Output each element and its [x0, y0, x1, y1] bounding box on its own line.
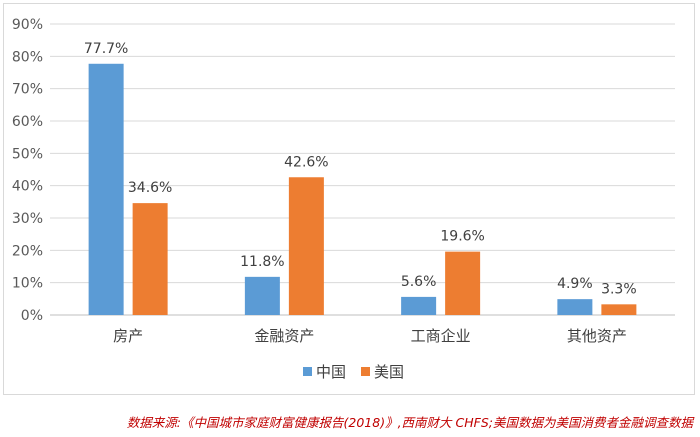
- data-label: 4.9%: [557, 276, 593, 292]
- bar-china: [244, 276, 280, 315]
- y-axis-ticks: 0% 10% 20% 30% 40% 50% 60% 70% 80% 90%: [12, 17, 43, 324]
- y-tick-label: 70%: [12, 82, 43, 98]
- bar-usa: [132, 203, 168, 315]
- x-tick-label: 其他资产: [567, 327, 627, 345]
- y-tick-label: 40%: [12, 179, 43, 195]
- bar-usa: [288, 177, 324, 315]
- data-label: 77.7%: [84, 41, 128, 57]
- legend-label: 美国: [374, 363, 404, 381]
- y-tick-label: 50%: [12, 146, 43, 162]
- x-axis-labels: 房产 金融资产 工商企业 其他资产: [113, 327, 627, 345]
- source-note: 数据来源:《中国城市家庭财富健康报告(2018)》,西南财大 CHFS;美国数据…: [126, 415, 693, 430]
- y-tick-label: 10%: [12, 276, 43, 292]
- y-tick-label: 60%: [12, 114, 43, 130]
- legend: 中国 美国: [303, 363, 404, 381]
- y-tick-label: 20%: [12, 243, 43, 259]
- y-tick-label: 80%: [12, 49, 43, 65]
- y-tick-label: 30%: [12, 211, 43, 227]
- bar-china: [88, 63, 124, 315]
- bar-chart: 0% 10% 20% 30% 40% 50% 60% 70% 80% 90% 77.7% 34.6%…: [12, 17, 675, 381]
- data-label: 3.3%: [601, 281, 637, 297]
- legend-swatch: [303, 367, 312, 376]
- data-label: 34.6%: [128, 180, 172, 196]
- legend-swatch: [361, 367, 370, 376]
- x-tick-label: 房产: [113, 327, 143, 345]
- data-label: 11.8%: [240, 254, 284, 270]
- x-tick-label: 金融资产: [254, 327, 314, 345]
- data-label: 19.6%: [440, 229, 484, 245]
- bars: [88, 63, 637, 315]
- y-tick-label: 0%: [21, 308, 43, 324]
- legend-label: 中国: [316, 363, 346, 381]
- data-labels: 77.7% 34.6% 11.8% 42.6% 5.6% 19.6% 4.9% 3.3%: [84, 41, 637, 298]
- data-label: 42.6%: [284, 154, 328, 170]
- data-label: 5.6%: [401, 274, 437, 290]
- bar-usa: [445, 251, 481, 315]
- bar-usa: [601, 304, 637, 315]
- x-tick-label: 工商企业: [411, 327, 471, 345]
- y-tick-label: 90%: [12, 17, 43, 33]
- bar-china: [557, 299, 593, 315]
- bar-china: [401, 296, 437, 315]
